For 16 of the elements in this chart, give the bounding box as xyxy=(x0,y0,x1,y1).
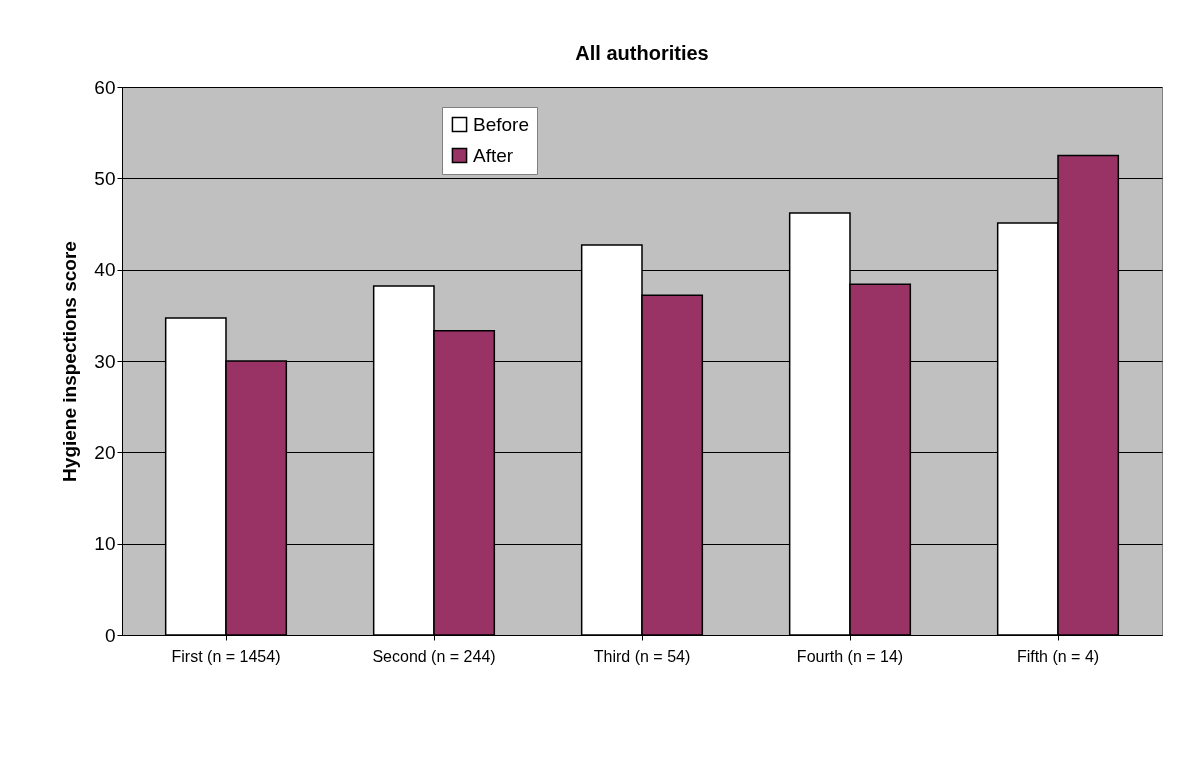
y-tick-label: 50 xyxy=(94,167,116,189)
y-tick-label: 40 xyxy=(94,259,116,281)
chart-title: All authorities xyxy=(575,42,709,64)
x-tick-label: First (n = 1454) xyxy=(171,647,281,665)
y-tick-label: 20 xyxy=(94,441,116,463)
y-tick-label: 10 xyxy=(94,533,116,555)
legend-label: Before xyxy=(473,113,529,135)
y-axis-title: Hygiene inspections score xyxy=(59,241,81,482)
x-tick-label: Fifth (n = 4) xyxy=(1016,647,1100,665)
x-tick-label: Fourth (n = 14) xyxy=(796,647,904,665)
y-tick-label: 0 xyxy=(104,624,116,646)
x-tick-label: Third (n = 54) xyxy=(593,647,691,665)
legend-label: After xyxy=(473,144,514,166)
y-tick-label: 30 xyxy=(94,350,116,372)
y-tick-label: 60 xyxy=(94,76,116,98)
x-tick-label: Second (n = 244) xyxy=(372,647,496,665)
